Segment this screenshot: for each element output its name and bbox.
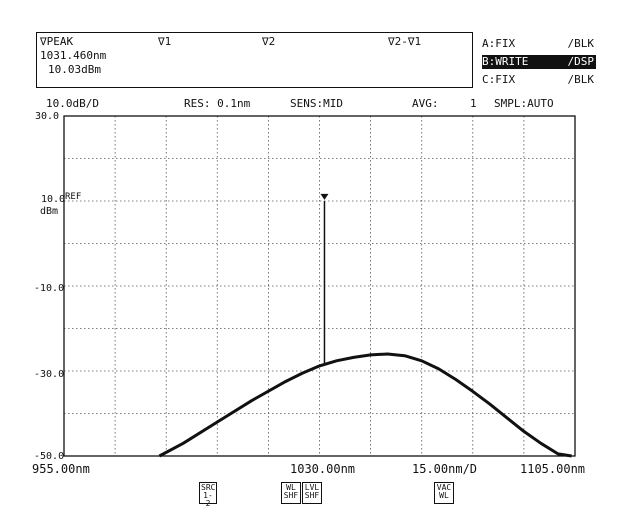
peak-wavelength: 1031.460nm xyxy=(40,49,107,62)
y-tick-top: 30.0 xyxy=(35,111,60,122)
trace-b-mode: /DSP xyxy=(567,55,595,68)
trace-a-mode: /BLK xyxy=(567,37,595,50)
marker-panel xyxy=(36,32,473,88)
plot-grid xyxy=(64,116,575,456)
x-stop-label: 1105.00nm xyxy=(520,462,586,476)
trace-c-mode: /BLK xyxy=(567,73,595,86)
softkey-top-text: VAC xyxy=(436,483,452,492)
trace-c-row[interactable]: C:FIX /BLK xyxy=(482,73,596,87)
softkey-top-text: WL xyxy=(286,483,296,492)
resolution-setting: RES: 0.1nm xyxy=(184,97,251,110)
trace-b-name: B:WRITE xyxy=(482,55,529,68)
y-tick-minus10: -10.0 xyxy=(34,283,65,294)
softkey-bottom-text: SHF xyxy=(283,491,299,500)
wavelength-shift-button[interactable]: WL SHF xyxy=(281,482,301,504)
y-unit: dBm xyxy=(40,206,59,217)
peak-marker-label: ∇PEAK xyxy=(40,35,74,48)
sensitivity-setting: SENS:MID xyxy=(290,97,343,110)
softkey-bottom-text: WL xyxy=(439,491,449,500)
softkey-top-text: LVL xyxy=(304,483,320,492)
average-value: 1 xyxy=(470,97,477,110)
average-label: AVG: xyxy=(412,97,439,110)
trace-a-row[interactable]: A:FIX /BLK xyxy=(482,37,596,51)
ref-tag: REF xyxy=(65,192,82,202)
y-tick-ref: 10.0 xyxy=(41,194,66,205)
softkey-top-text: SRC xyxy=(201,483,216,492)
x-start-label: 955.00nm xyxy=(32,462,90,476)
softkey-bottom-text: SHF xyxy=(304,491,320,500)
y-tick-bottom: -50.0 xyxy=(34,451,65,462)
trace-c-name: C:FIX xyxy=(482,73,516,86)
trace-b-row[interactable]: B:WRITE /DSP xyxy=(482,55,596,69)
spectrum-trace xyxy=(158,352,572,458)
marker-diff-label: ∇2-∇1 xyxy=(388,35,422,48)
plot-frame xyxy=(63,115,576,457)
peak-marker-icon xyxy=(320,193,329,200)
source-select-button[interactable]: SRC 1-2 xyxy=(199,482,217,508)
trace-a-name: A:FIX xyxy=(482,37,516,50)
sampling-setting: SMPL:AUTO xyxy=(494,97,554,110)
marker-2-label: ∇2 xyxy=(262,35,276,48)
x-span-label: 15.00nm/D xyxy=(412,462,478,476)
x-center-label: 1030.00nm xyxy=(290,462,356,476)
vacuum-wavelength-button[interactable]: VAC WL xyxy=(434,482,454,504)
softkey-bottom-text: 1-2 xyxy=(203,491,213,508)
peak-level: 10.03dBm xyxy=(48,63,101,76)
scale-setting: 10.0dB/D xyxy=(46,97,99,110)
level-shift-button[interactable]: LVL SHF xyxy=(302,482,322,504)
marker-1-label: ∇1 xyxy=(158,35,172,48)
y-tick-minus30: -30.0 xyxy=(34,369,65,380)
